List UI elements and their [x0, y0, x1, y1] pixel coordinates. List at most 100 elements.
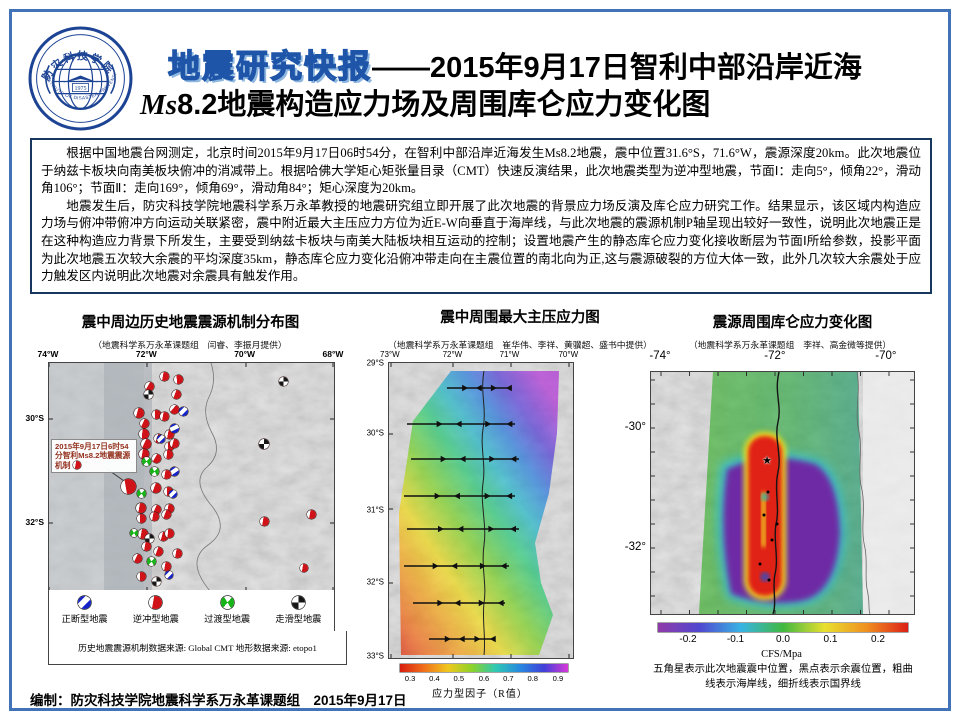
legend-label: 过渡型地震	[204, 614, 251, 624]
focal-mechanism-beachball	[151, 576, 161, 586]
focal-mechanism-beachball	[300, 564, 308, 572]
fig3-x-axis: -74° -72° -70°	[649, 350, 913, 363]
aftershock-dot	[762, 513, 766, 517]
focal-mechanism-beachball	[135, 512, 147, 524]
aftershock-dot	[775, 522, 779, 526]
beachball-layer	[49, 363, 334, 591]
focal-mechanism-beachball	[164, 528, 174, 538]
fig2-colorbar-label: 应力型因子（R值）	[432, 689, 528, 700]
abstract-paragraph-2: 地震发生后，防灾科技学院地震科学系万永革教授的地震研究组立即开展了此次地震的背景…	[41, 198, 921, 284]
focal-mechanism-beachball	[136, 503, 146, 513]
logo-year: 1975	[74, 86, 86, 92]
focal-mechanism-beachball	[163, 449, 173, 459]
focal-mechanism-beachball	[139, 449, 149, 459]
normal-beachball-icon	[78, 596, 92, 609]
epicenter-star: ★	[762, 454, 772, 467]
legend-label: 走滑型地震	[275, 614, 322, 624]
focal-mechanism-beachball	[144, 533, 154, 543]
colorbar-tick-label: 0.7	[503, 674, 514, 683]
aftershock-dot	[770, 538, 774, 542]
axis-tick-label: 70°W	[234, 349, 256, 359]
focal-mechanism-beachball	[118, 476, 138, 496]
focal-mechanism-beachball	[161, 469, 171, 479]
focal-mechanism-beachball	[169, 490, 177, 498]
legend-label: 逆冲型地震	[132, 614, 179, 624]
focal-mechanism-beachball	[138, 529, 148, 539]
fig1-legend: 正断型地震 逆冲型地震 过渡型地震 走滑型地震	[48, 590, 335, 632]
colorbar-tick-label: -0.2	[679, 634, 697, 645]
fig3-colorbar-label: CFS/Mpa	[761, 649, 802, 660]
focal-mechanism-beachball	[172, 373, 184, 385]
focal-mechanism-beachball	[150, 482, 162, 494]
axis-tick-label: -74°	[649, 350, 671, 362]
axis-tick-label: 72°W	[135, 349, 157, 359]
axis-tick-label: -32°	[624, 540, 646, 553]
institute-logo: 1975 防灾科技学院 INSTITUTE OF DISASTER PREVEN…	[25, 21, 134, 132]
brand-title: 地震研究快报	[167, 47, 373, 84]
focal-mechanism-beachball	[136, 488, 146, 498]
focal-mechanism-beachball	[133, 407, 145, 419]
focal-mechanism-beachball	[278, 376, 288, 386]
title-ms: Ms	[140, 89, 178, 121]
focal-mechanism-beachball	[146, 556, 156, 566]
fig1-x-axis: 74°W 72°W 70°W 68°W	[38, 349, 344, 360]
legend-item: 逆冲型地震	[133, 596, 179, 625]
fig1-title: 震中周边历史地震震源机制分布图	[81, 315, 300, 331]
aftershock-dot	[758, 562, 762, 566]
focal-mechanism-beachball	[131, 552, 143, 564]
fig3-credit: （地震科学系万永革课题组 李祥、高金微等提供）	[688, 340, 892, 350]
legend-label: 正断型地震	[61, 614, 108, 624]
stress-arrow-layer	[404, 384, 519, 643]
axis-tick-label: 33°S	[366, 651, 384, 661]
fig3-coulomb-stress-map: ★	[650, 371, 915, 615]
fig1-focal-mechanism-map: 2015年9月17日6时54分智利Ms8.2地震震源机制	[48, 362, 335, 592]
fig2-x-axis: 73°W 72°W 71°W 70°W	[380, 350, 578, 360]
focal-mechanism-beachball	[138, 428, 150, 440]
abstract-box: 根据中国地震台网测定，北京时间2015年9月17日06时54分，在智利中部沿岸近…	[30, 138, 932, 294]
focal-mechanism-beachball	[130, 529, 138, 537]
colorbar-tick-label: 0.6	[478, 674, 490, 683]
focal-mechanism-beachball	[259, 439, 269, 449]
axis-tick-label: 72°W	[442, 350, 463, 359]
colorbar-tick-label: -0.1	[726, 634, 745, 645]
legend-item: 走滑型地震	[275, 596, 321, 625]
axis-tick-label: 71°W	[499, 350, 520, 359]
axis-tick-label: 73°W	[380, 350, 400, 359]
fig3-caption: 五角星表示此次地震震中位置，黑点表示余震位置，粗曲线表示海岸线，细折线表示国界线	[653, 664, 913, 690]
axis-tick-label: -30°	[624, 420, 646, 433]
axis-tick-label: 29°S	[366, 358, 384, 368]
focal-mechanism-beachball	[169, 438, 179, 448]
aftershock-dot	[766, 490, 770, 494]
focal-mechanism-beachball	[159, 411, 169, 421]
annotation-beachball-icon	[72, 460, 81, 469]
fig2-credit: （地震科学系万永革课题组 崔华伟、李祥、黄骥超、盛书中提供）	[388, 340, 652, 350]
focal-mechanism-beachball	[259, 516, 269, 526]
fig2-colorbar	[400, 664, 568, 672]
fig2-principal-stress-map	[388, 362, 574, 659]
focal-mechanism-beachball	[160, 508, 172, 520]
fig2-colorbar-ticks: 0.3 0.4 0.5 0.6 0.7 0.8 0.9	[400, 674, 568, 683]
axis-tick-label: 70°W	[558, 350, 579, 359]
focal-mechanism-beachball	[164, 503, 174, 513]
fig1-source-note: 历史地震震源机制数据来源: Global CMT 地形数据来源: etopo1	[48, 631, 347, 665]
border-line	[196, 363, 221, 591]
legend-item: 正断型地震	[62, 596, 108, 625]
axis-tick-label: 32°S	[366, 577, 384, 587]
focal-mechanism-beachball	[135, 570, 147, 582]
focal-mechanism-beachball	[165, 571, 173, 579]
axis-tick-label: -72°	[764, 350, 786, 362]
colorbar-tick-label: 0.5	[453, 674, 465, 683]
focal-mechanism-beachball	[152, 545, 164, 557]
axis-tick-label: 68°W	[322, 349, 344, 359]
focal-mechanism-beachball	[157, 435, 165, 443]
axis-tick-label: 30°S	[366, 428, 384, 438]
fig1-y-axis: 30°S 32°S	[18, 362, 46, 590]
aftershock-dot	[767, 578, 771, 582]
fig3-title: 震源周围库仑应力变化图	[712, 315, 873, 331]
colorbar-tick-label: 0.3	[404, 674, 416, 683]
axis-tick-label: 30°S	[25, 413, 44, 424]
fig3-colorbar-ticks: -0.2 -0.1 0.0 0.1 0.2	[658, 634, 908, 646]
focal-mechanism-beachball	[178, 406, 188, 416]
focal-mechanism-beachball	[141, 456, 151, 466]
